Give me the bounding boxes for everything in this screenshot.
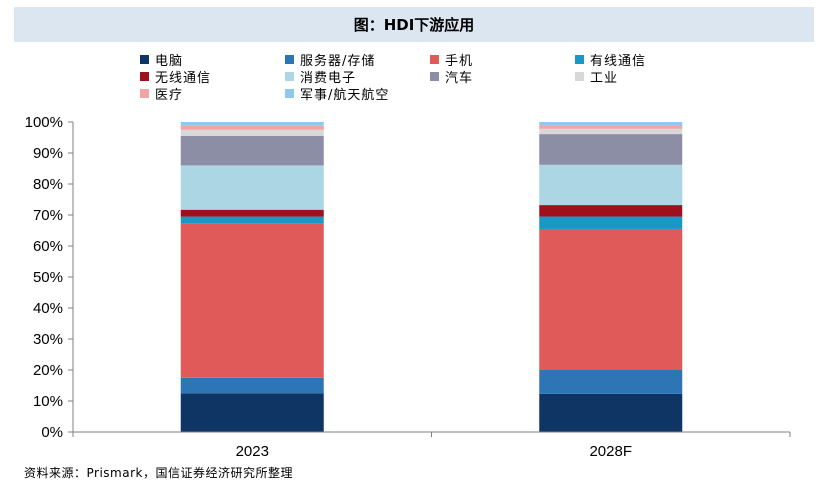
- y-tick-label: 100%: [25, 114, 63, 131]
- x-tick-label: 2028F: [589, 443, 632, 460]
- bar-segment: [180, 165, 324, 210]
- bar-segment: [539, 393, 683, 432]
- bar-segment: [539, 164, 683, 206]
- legend-label: 电脑: [155, 54, 184, 69]
- legend-item: 手机: [430, 50, 473, 69]
- legend-label: 工业: [590, 71, 619, 86]
- y-tick-label: 80%: [33, 176, 63, 193]
- bar-segment: [539, 128, 683, 135]
- legend-item: 消费电子: [285, 67, 356, 86]
- bar-segment: [180, 377, 324, 394]
- legend-swatch: [140, 72, 149, 81]
- bar-segment: [180, 125, 324, 130]
- y-tick-label: 60%: [33, 238, 63, 255]
- legend-item: 有线通信: [575, 50, 646, 69]
- bar-segment: [180, 135, 324, 166]
- bar-segment: [180, 223, 324, 378]
- legend-swatch: [285, 55, 294, 64]
- y-tick-label: 70%: [33, 207, 63, 224]
- y-tick-label: 40%: [33, 300, 63, 317]
- legend-label: 服务器/存储: [300, 54, 376, 69]
- bar-segment: [539, 205, 683, 217]
- bar-segment: [539, 125, 683, 129]
- legend-label: 军事/航天航空: [300, 88, 390, 103]
- y-tick-label: 30%: [33, 331, 63, 348]
- y-tick-label: 90%: [33, 145, 63, 162]
- legend-label: 无线通信: [155, 71, 212, 86]
- legend-label: 有线通信: [590, 54, 647, 69]
- legend-item: 工业: [575, 67, 618, 86]
- legend-item: 电脑: [140, 50, 183, 69]
- bar-segment: [539, 216, 683, 229]
- bar-segment: [180, 122, 324, 126]
- legend-label: 医疗: [155, 88, 184, 103]
- legend-label: 手机: [445, 54, 474, 69]
- y-tick-label: 10%: [33, 393, 63, 410]
- legend-swatch: [285, 89, 294, 98]
- bar-segment: [539, 228, 683, 370]
- legend-item: 军事/航天航空: [285, 84, 389, 103]
- y-tick-label: 0%: [41, 424, 63, 441]
- legend-item: 无线通信: [140, 67, 211, 86]
- legend-swatch: [430, 55, 439, 64]
- legend-item: 汽车: [430, 67, 473, 86]
- x-tick-label: 2023: [236, 443, 269, 460]
- chart-title: 图：HDI下游应用: [14, 7, 814, 42]
- legend-swatch: [140, 55, 149, 64]
- legend-swatch: [285, 72, 294, 81]
- bar-segment: [180, 209, 324, 217]
- legend-swatch: [575, 55, 584, 64]
- bar-segment: [180, 216, 324, 224]
- legend-item: 医疗: [140, 84, 183, 103]
- bar-segment: [180, 393, 324, 432]
- legend-label: 汽车: [445, 71, 474, 86]
- legend-swatch: [575, 72, 584, 81]
- y-tick-label: 20%: [33, 362, 63, 379]
- bar-segment: [539, 370, 683, 394]
- legend-swatch: [140, 89, 149, 98]
- legend-item: 服务器/存储: [285, 50, 375, 69]
- legend-swatch: [430, 72, 439, 81]
- stacked-bar-chart: 0% 10% 20% 30% 40% 50% 60% 70% 80% 90% 100% 2023 202…: [25, 114, 791, 460]
- y-tick-label: 50%: [33, 269, 63, 286]
- bar-segment: [539, 134, 683, 165]
- source-note: 资料来源：Prismark，国信证券经济研究所整理: [24, 466, 293, 480]
- legend-label: 消费电子: [300, 71, 357, 86]
- bar-segment: [539, 122, 683, 126]
- bar-segment: [180, 129, 324, 136]
